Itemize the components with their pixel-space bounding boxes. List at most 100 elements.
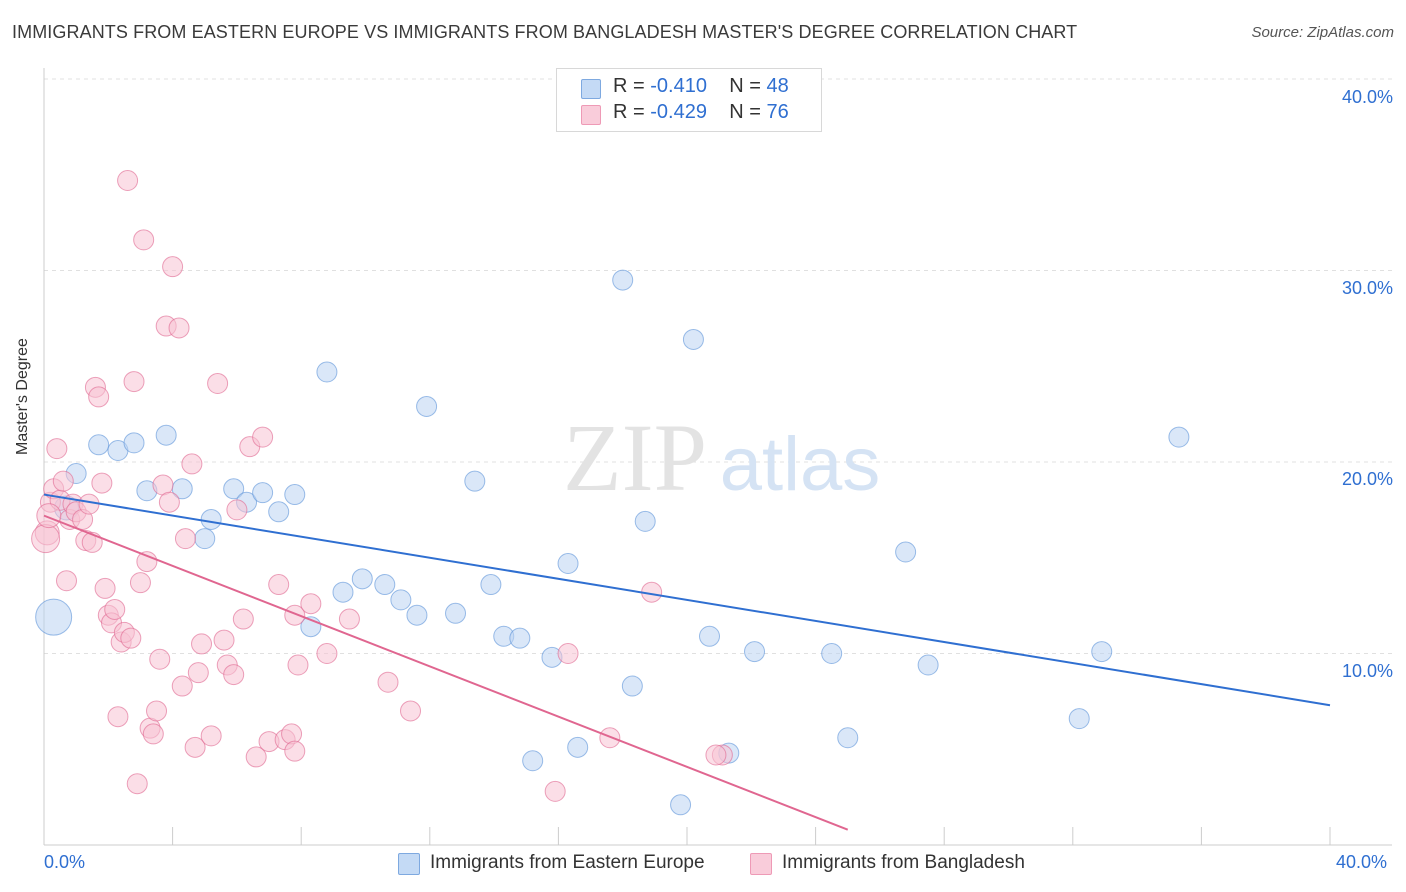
bangladesh-point — [226, 499, 248, 521]
correlation-stats-box: R = -0.410 N = 48 R = -0.429 N = 76 — [556, 68, 822, 132]
n-label: N = — [729, 101, 761, 123]
eastern-europe-point — [464, 470, 486, 492]
bangladesh-point — [181, 453, 203, 475]
watermark-zip: ZIP — [563, 404, 707, 511]
eastern-europe-point — [194, 528, 216, 550]
bangladesh-point — [281, 723, 303, 745]
legend-label: Immigrants from Bangladesh — [782, 852, 1025, 873]
eastern-europe-point — [351, 568, 373, 590]
eastern-europe-point — [35, 598, 73, 636]
eastern-europe-point — [895, 541, 917, 563]
bangladesh-point — [232, 608, 254, 630]
bangladesh-point — [78, 493, 100, 515]
legend-swatch — [581, 105, 601, 125]
eastern-europe-point — [406, 604, 428, 626]
eastern-europe-point — [1091, 641, 1113, 663]
eastern-europe-point — [123, 432, 145, 454]
bangladesh-point — [252, 426, 274, 448]
x-tick-label: 0.0% — [44, 852, 86, 872]
eastern-europe-point — [509, 627, 531, 649]
eastern-europe-point — [567, 736, 589, 758]
chart-title: IMMIGRANTS FROM EASTERN EUROPE VS IMMIGR… — [12, 22, 1078, 42]
n-value: 48 — [766, 75, 789, 97]
bangladesh-point — [338, 608, 360, 630]
bangladesh-point — [88, 386, 110, 408]
bangladesh-point — [245, 746, 267, 768]
eastern-europe-point — [252, 482, 274, 504]
y-tick-label: 10.0% — [1341, 661, 1393, 681]
bangladesh-point — [52, 470, 74, 492]
bangladesh-point — [191, 633, 213, 655]
bangladesh-point — [300, 593, 322, 615]
axes — [43, 68, 1392, 846]
eastern-europe-point — [223, 478, 245, 500]
y-axis-label: Master's Degree — [14, 338, 31, 455]
bangladesh-trend-line — [43, 514, 849, 831]
bangladesh-point — [284, 740, 306, 762]
data-points — [31, 169, 1190, 816]
r-value: -0.429 — [650, 101, 707, 123]
bangladesh-point — [223, 664, 245, 686]
bangladesh-point — [133, 229, 155, 251]
bangladesh-point — [56, 570, 78, 592]
r-label: R = — [613, 101, 645, 123]
r-value: -0.410 — [650, 75, 707, 97]
eastern-europe-point — [557, 552, 579, 574]
grid-lines — [44, 78, 1392, 654]
watermark-atlas: atlas — [720, 422, 881, 507]
eastern-europe-point — [634, 510, 656, 532]
eastern-europe-point — [612, 269, 634, 291]
eastern-europe-point — [699, 625, 721, 647]
eastern-europe-point — [374, 574, 396, 596]
y-tick-label: 20.0% — [1341, 469, 1393, 489]
eastern-europe-point — [480, 574, 502, 596]
bangladesh-point — [316, 643, 338, 664]
eastern-europe-point — [821, 643, 843, 664]
eastern-europe-point — [522, 750, 544, 772]
bangladesh-point — [162, 256, 184, 278]
bangladesh-point — [284, 604, 306, 626]
bangladesh-point — [287, 654, 309, 676]
bangladesh-point — [123, 371, 145, 393]
legend-label: Immigrants from Eastern Europe — [430, 852, 705, 873]
bangladesh-point — [168, 317, 190, 339]
eastern-europe-point — [837, 727, 859, 749]
bangladesh-point — [200, 725, 222, 747]
eastern-europe-point — [744, 641, 766, 663]
source-label: Source: ZipAtlas.com — [1251, 24, 1394, 41]
bangladesh-point — [557, 643, 579, 664]
bangladesh-point — [705, 744, 727, 766]
bangladesh-point — [207, 372, 229, 394]
bangladesh-point — [377, 671, 399, 693]
bangladesh-point — [400, 700, 422, 722]
bangladesh-point — [104, 598, 126, 620]
y-tick-label: 30.0% — [1341, 278, 1393, 298]
bangladesh-point — [120, 627, 142, 649]
x-tick-label: 40.0% — [1336, 852, 1388, 872]
legend-swatch — [398, 853, 420, 875]
bangladesh-point — [146, 700, 168, 722]
bangladesh-point — [268, 574, 290, 596]
eastern-europe-point — [621, 675, 643, 697]
bangladesh-point — [31, 524, 61, 554]
r-label: R = — [613, 75, 645, 97]
bangladesh-point — [142, 723, 164, 745]
y-tick-label: 40.0% — [1341, 87, 1393, 107]
eastern-europe-point — [682, 328, 704, 350]
eastern-europe-point — [155, 424, 177, 446]
eastern-europe-point — [1168, 426, 1190, 448]
eastern-europe-point — [917, 654, 939, 676]
n-label: N = — [729, 75, 761, 97]
bangladesh-point — [171, 675, 193, 697]
bangladesh-point — [46, 438, 68, 460]
eastern-europe-point — [416, 395, 438, 417]
bangladesh-point — [91, 472, 113, 494]
eastern-europe-point — [332, 581, 354, 603]
bangladesh-point — [187, 662, 209, 684]
bangladesh-point — [126, 773, 148, 795]
eastern-europe-point — [445, 602, 467, 624]
bangladesh-point — [136, 551, 158, 573]
eastern-europe-point — [316, 361, 338, 383]
bangladesh-point — [158, 491, 180, 513]
